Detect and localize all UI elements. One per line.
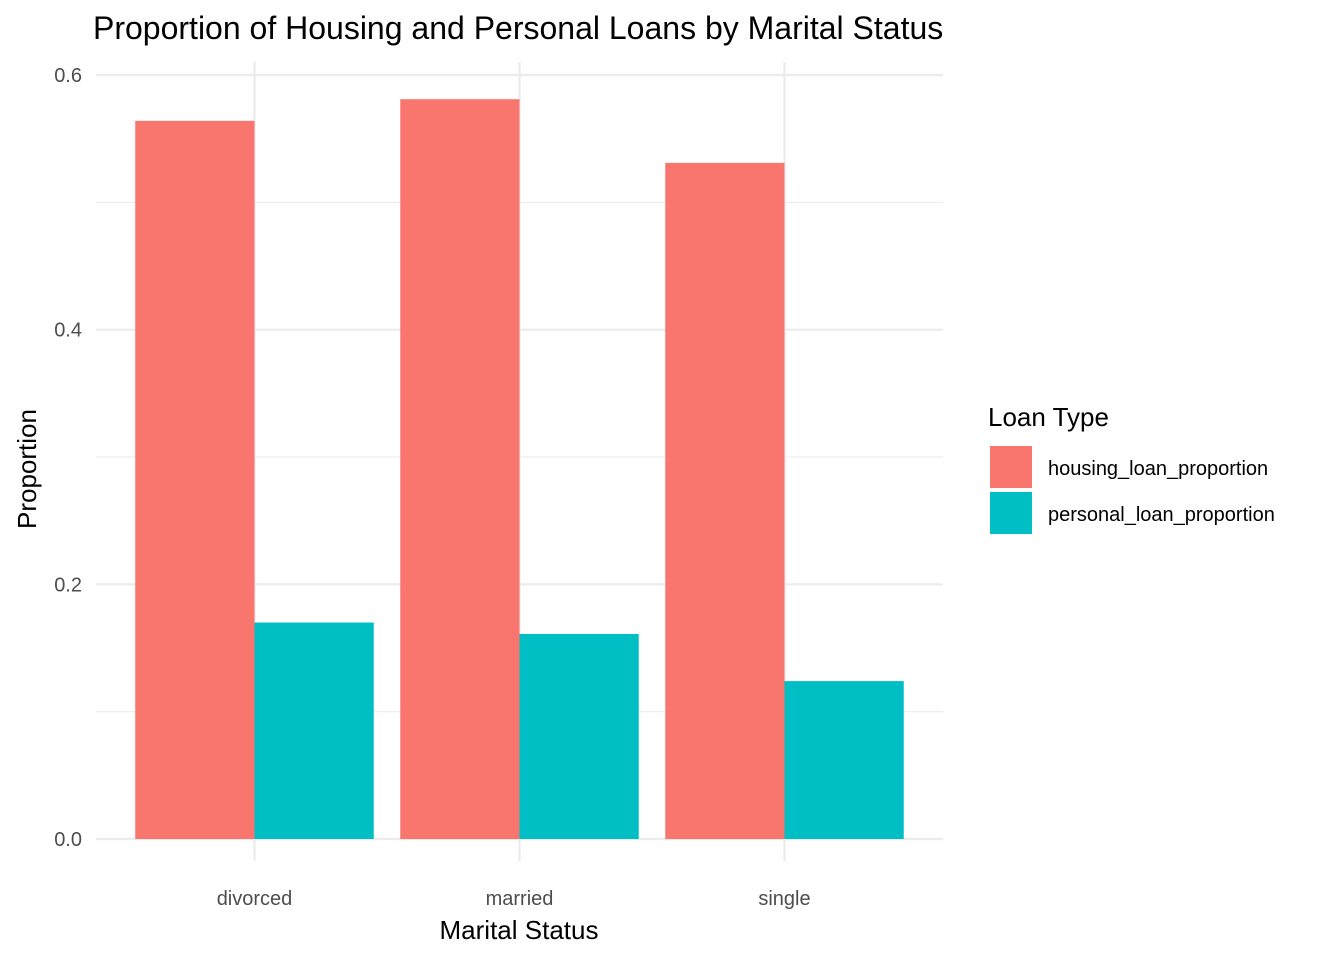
y-tick-label: 0.4 — [54, 320, 82, 342]
chart-title: Proportion of Housing and Personal Loans… — [93, 10, 943, 46]
bar-personal_loan_proportion-married — [519, 633, 639, 839]
x-tick-label: single — [758, 888, 810, 910]
bar-housing_loan_proportion-single — [665, 162, 785, 840]
bar-housing_loan_proportion-married — [400, 99, 520, 839]
x-axis-title: Marital Status — [440, 915, 599, 945]
y-tick-label: 0.2 — [54, 574, 82, 596]
bar-personal_loan_proportion-divorced — [254, 622, 374, 839]
y-tick-label: 0.6 — [54, 65, 82, 87]
x-tick-label: divorced — [217, 888, 293, 910]
legend-swatch-housing_loan_proportion — [990, 446, 1032, 488]
legend: Loan Type housing_loan_proportionpersona… — [988, 402, 1275, 534]
legend-title: Loan Type — [988, 402, 1109, 432]
bar-housing_loan_proportion-divorced — [135, 120, 255, 840]
legend-label-personal_loan_proportion: personal_loan_proportion — [1048, 504, 1275, 526]
y-axis-title: Proportion — [12, 409, 42, 529]
legend-label-housing_loan_proportion: housing_loan_proportion — [1048, 458, 1268, 480]
legend-items: housing_loan_proportion personal_loan_pro… — [990, 446, 1275, 534]
y-axis-ticks: 0.0 0.2 0.4 0.6 — [54, 65, 82, 851]
bar-personal_loan_proportion-single — [784, 681, 904, 839]
y-tick-label: 0.0 — [54, 829, 82, 851]
legend-swatch-personal_loan_proportion — [990, 492, 1032, 534]
x-tick-label: married — [486, 888, 554, 910]
bars — [135, 99, 904, 840]
x-axis-ticks: divorced married single — [217, 888, 811, 910]
